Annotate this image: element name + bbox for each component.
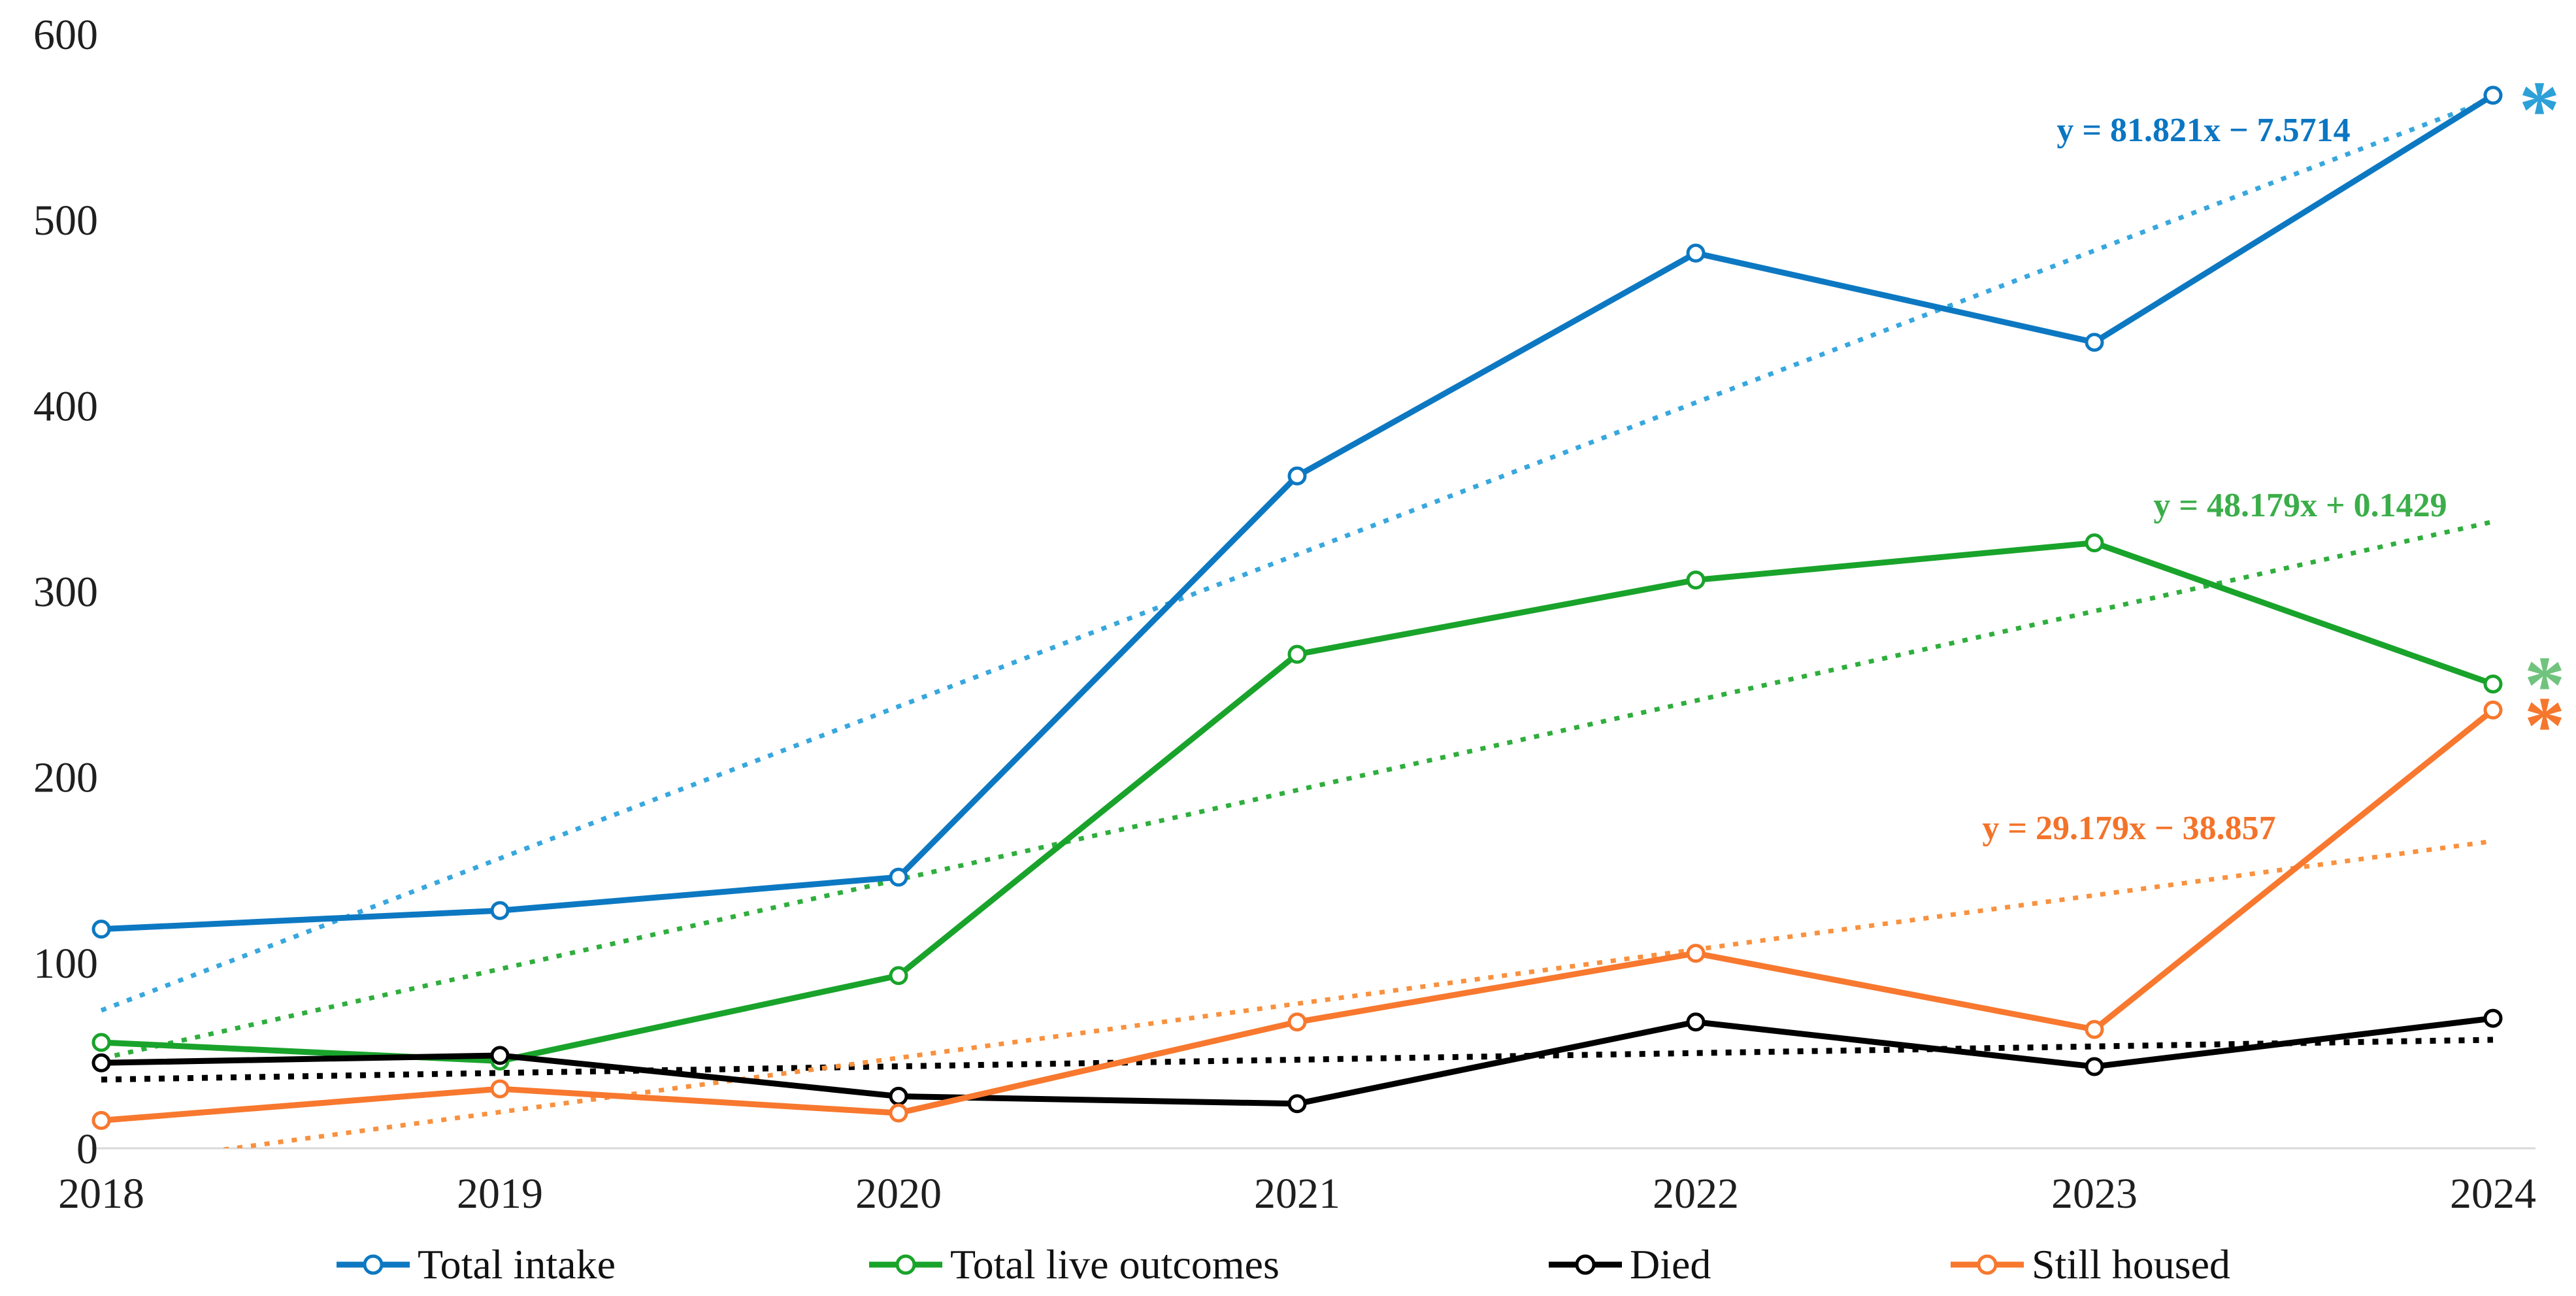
significance-asterisk-total-live-outcomes: * <box>2524 640 2566 731</box>
legend-label-total-intake: Total intake <box>418 1241 616 1288</box>
trend-line-total-intake <box>100 96 2494 1013</box>
series-total-intake <box>91 86 2503 939</box>
significance-asterisk-still-housed: * <box>2524 681 2566 771</box>
y-tick-label: 100 <box>33 940 98 988</box>
legend-marker-still-housed <box>1951 1254 2024 1275</box>
x-tick-label-2018: 2018 <box>58 1170 144 1218</box>
y-tick-label: 300 <box>33 568 98 616</box>
point-total-live-outcomes-2021 <box>1287 644 1307 664</box>
y-tick-label: 0 <box>76 1125 98 1173</box>
y-tick-label: 500 <box>33 197 98 244</box>
x-axis-tick-labels: 2018 2019 2020 2021 2022 2023 2024 <box>58 1170 2536 1218</box>
trend-equation-total-intake: y = 81.821x − 7.5714 <box>2056 112 2350 149</box>
point-died-2024 <box>2483 1008 2503 1028</box>
legend-label-died: Died <box>1630 1241 1711 1288</box>
point-died-2021 <box>1287 1094 1307 1114</box>
legend-item-still-housed: Still housed <box>1951 1241 2230 1288</box>
x-tick-label-2022: 2022 <box>1653 1170 1739 1218</box>
point-still-housed-2019 <box>490 1079 510 1099</box>
legend-marker-died <box>1549 1254 1622 1275</box>
point-total-intake-2022 <box>1686 243 1706 263</box>
trend-equation-still-housed: y = 29.179x − 38.857 <box>1982 810 2275 847</box>
series-total-live-outcomes <box>91 533 2503 1071</box>
legend-marker-total-live-outcomes <box>869 1254 942 1275</box>
point-total-intake-2021 <box>1287 466 1307 486</box>
point-total-live-outcomes-2018 <box>91 1033 111 1052</box>
point-total-intake-2020 <box>889 867 908 887</box>
trend-line-died <box>101 1037 2494 1083</box>
significance-asterisk-total-intake: * <box>2519 65 2560 156</box>
point-still-housed-2023 <box>2085 1020 2104 1039</box>
point-total-live-outcomes-2022 <box>1686 570 1706 590</box>
point-total-live-outcomes-2020 <box>889 966 908 986</box>
series-died <box>91 1008 2503 1114</box>
point-died-2018 <box>91 1053 111 1072</box>
point-still-housed-2018 <box>91 1110 111 1130</box>
y-tick-label: 400 <box>33 382 98 430</box>
point-total-intake-2023 <box>2085 333 2104 352</box>
x-tick-label-2019: 2019 <box>457 1170 543 1218</box>
point-died-2019 <box>490 1046 510 1065</box>
x-tick-label-2021: 2021 <box>1254 1170 1340 1218</box>
point-died-2022 <box>1686 1012 1706 1032</box>
trend-line-still-housed <box>216 839 2494 1148</box>
series-still-housed <box>91 700 2503 1130</box>
legend-marker-total-intake <box>337 1254 410 1275</box>
point-still-housed-2024 <box>2483 700 2503 720</box>
trend-equation-total-live-outcomes: y = 48.179x + 0.1429 <box>2153 487 2447 524</box>
legend-label-still-housed: Still housed <box>2032 1241 2231 1288</box>
legend-label-total-live-outcomes: Total live outcomes <box>950 1241 1280 1288</box>
y-tick-label: 600 <box>33 11 98 59</box>
point-total-intake-2019 <box>490 901 510 920</box>
point-died-2023 <box>2085 1057 2104 1076</box>
x-tick-label-2024: 2024 <box>2450 1170 2536 1218</box>
point-total-intake-2018 <box>91 920 111 939</box>
legend-item-died: Died <box>1549 1241 1711 1288</box>
series-line-total-intake <box>98 92 2496 933</box>
legend-item-total-intake: Total intake <box>337 1241 616 1288</box>
point-total-live-outcomes-2024 <box>2483 674 2503 694</box>
point-still-housed-2022 <box>1686 944 1706 963</box>
series-line-total-live-outcomes <box>98 540 2496 1064</box>
point-died-2020 <box>889 1086 908 1106</box>
x-tick-label-2020: 2020 <box>855 1170 942 1218</box>
point-still-housed-2020 <box>889 1103 908 1123</box>
x-tick-label-2023: 2023 <box>2051 1170 2138 1218</box>
trend-line-total-live-outcomes <box>101 519 2494 1061</box>
point-total-intake-2024 <box>2483 86 2503 105</box>
y-axis-tick-labels: 0 100 200 300 400 500 600 <box>33 11 98 1173</box>
y-tick-label: 200 <box>33 754 98 802</box>
point-total-live-outcomes-2023 <box>2085 533 2104 553</box>
point-still-housed-2021 <box>1287 1012 1307 1032</box>
legend-item-total-live-outcomes: Total live outcomes <box>869 1241 1280 1288</box>
